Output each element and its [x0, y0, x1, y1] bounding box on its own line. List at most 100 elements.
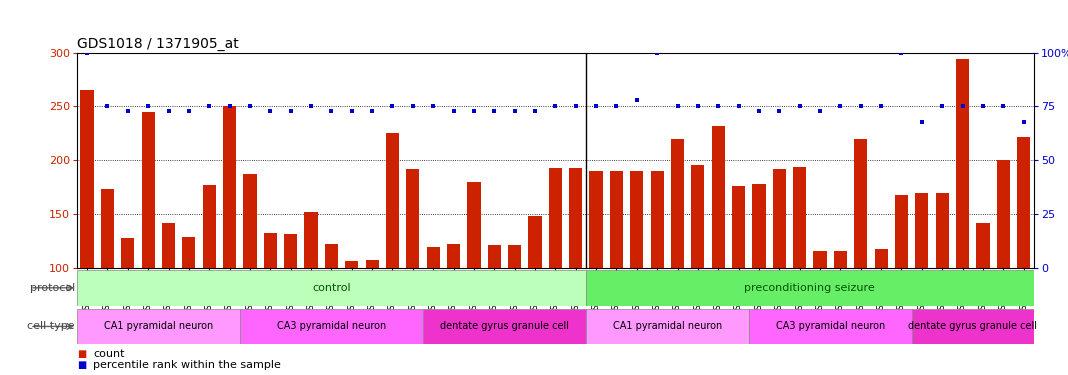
Bar — [854, 139, 867, 268]
Point — [710, 104, 727, 110]
Point — [852, 104, 869, 110]
Point — [160, 108, 177, 114]
Point — [669, 104, 686, 110]
Point — [302, 104, 319, 110]
Bar — [732, 186, 745, 268]
Bar — [956, 59, 969, 268]
Point — [628, 97, 645, 103]
Text: CA3 pyramidal neuron: CA3 pyramidal neuron — [277, 321, 386, 332]
Point — [241, 104, 258, 110]
Bar — [426, 247, 440, 268]
Bar — [223, 106, 236, 268]
Bar — [691, 165, 705, 268]
Point — [120, 108, 137, 114]
Point — [1015, 118, 1032, 124]
Bar — [365, 260, 379, 268]
Bar — [895, 195, 908, 268]
Point — [140, 104, 157, 110]
Text: ■: ■ — [77, 360, 87, 370]
Point — [405, 104, 422, 110]
Bar — [304, 212, 317, 268]
Bar — [1017, 136, 1031, 268]
Bar — [569, 168, 582, 268]
Bar — [77, 270, 586, 306]
Text: protocol: protocol — [30, 283, 75, 293]
Point — [587, 104, 604, 110]
Point — [933, 104, 951, 110]
Point — [180, 108, 198, 114]
Bar — [834, 251, 847, 268]
Point — [383, 104, 400, 110]
Text: ■: ■ — [77, 349, 87, 358]
Bar — [142, 112, 155, 268]
Point — [812, 108, 829, 114]
Text: cell type: cell type — [27, 321, 75, 332]
Bar — [915, 193, 928, 268]
Bar — [936, 193, 948, 268]
Point — [221, 104, 238, 110]
Text: GDS1018 / 1371905_at: GDS1018 / 1371905_at — [77, 38, 238, 51]
Text: CA1 pyramidal neuron: CA1 pyramidal neuron — [104, 321, 213, 332]
Text: preconditioning seizure: preconditioning seizure — [744, 283, 876, 293]
Bar — [345, 261, 359, 268]
Point — [547, 104, 564, 110]
Point — [913, 118, 930, 124]
Bar — [773, 169, 786, 268]
Bar — [508, 246, 521, 268]
Point — [689, 104, 706, 110]
Point — [771, 108, 788, 114]
Text: percentile rank within the sample: percentile rank within the sample — [93, 360, 281, 370]
Point — [751, 108, 768, 114]
Bar — [590, 171, 602, 268]
Bar — [80, 90, 94, 268]
Point — [99, 104, 116, 110]
Point — [486, 108, 503, 114]
Point — [506, 108, 523, 114]
Point — [425, 104, 442, 110]
Bar — [549, 168, 562, 268]
Bar — [325, 244, 337, 268]
Point — [974, 104, 991, 110]
Bar — [183, 237, 195, 268]
Bar — [406, 169, 420, 268]
Bar — [814, 251, 827, 268]
Bar — [586, 270, 1034, 306]
Bar — [912, 309, 1034, 344]
Point — [466, 108, 483, 114]
Point — [201, 104, 218, 110]
Bar — [671, 139, 685, 268]
Bar — [996, 160, 1010, 268]
Bar — [100, 189, 114, 268]
Bar — [752, 184, 766, 268]
Point — [262, 108, 279, 114]
Point — [648, 50, 665, 55]
Point — [363, 108, 380, 114]
Point — [608, 104, 625, 110]
Bar — [529, 216, 541, 268]
Bar — [284, 234, 297, 268]
Point — [731, 104, 748, 110]
Bar — [446, 244, 460, 268]
Bar — [423, 309, 586, 344]
Bar — [244, 174, 256, 268]
Bar — [650, 171, 664, 268]
Point — [445, 108, 462, 114]
Bar — [386, 134, 399, 268]
Bar — [610, 171, 623, 268]
Bar — [875, 249, 888, 268]
Bar — [976, 223, 990, 268]
Point — [323, 108, 340, 114]
Point — [832, 104, 849, 110]
Text: CA1 pyramidal neuron: CA1 pyramidal neuron — [613, 321, 722, 332]
Point — [79, 50, 96, 55]
Point — [994, 104, 1011, 110]
Bar — [630, 171, 643, 268]
Bar — [240, 309, 423, 344]
Point — [873, 104, 890, 110]
Text: CA3 pyramidal neuron: CA3 pyramidal neuron — [775, 321, 885, 332]
Point — [282, 108, 299, 114]
Bar — [794, 167, 806, 268]
Bar — [77, 309, 240, 344]
Bar — [468, 182, 481, 268]
Text: count: count — [93, 349, 124, 358]
